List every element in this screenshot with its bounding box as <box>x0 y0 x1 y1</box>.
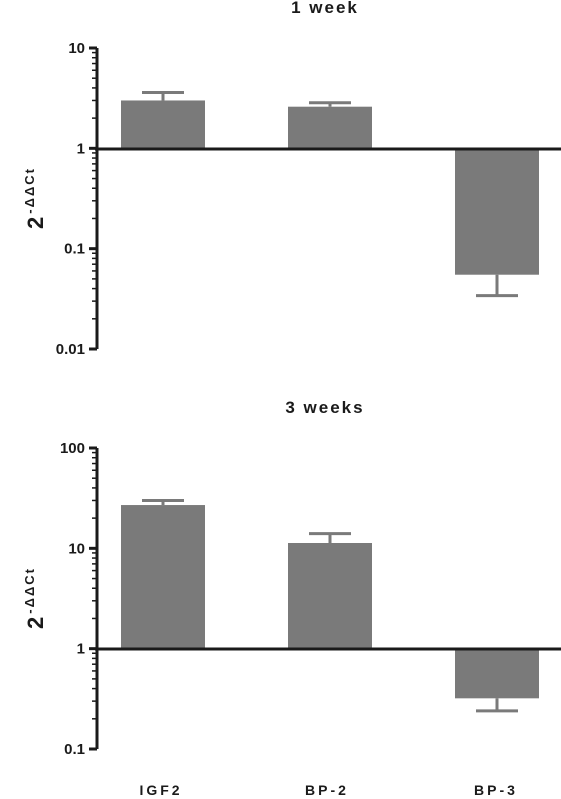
panel-2-ytick-label: 10 <box>68 540 85 557</box>
panel-1-ylabel-exponent: -ΔΔCt <box>22 167 37 214</box>
bar-igf2 <box>121 100 205 149</box>
panel-2-ytick-label: 0.1 <box>64 741 85 758</box>
panel-2-title: 3 weeks <box>285 398 364 417</box>
bar-bp3 <box>455 648 539 699</box>
panel-3weeks: 3 weeks 2-ΔΔCt 100 10 1 0.1 <box>22 398 561 758</box>
panel-1-ytick-label: 0.01 <box>56 341 85 358</box>
panel-1week: 1 week 2-ΔΔCt 10 1 0.1 0.01 <box>22 0 561 358</box>
bar-igf2 <box>121 505 205 649</box>
panel-2-ytick-label: 100 <box>60 440 85 457</box>
category-label-bp3: BP-3 <box>474 782 518 798</box>
panel-2-ylabel: 2-ΔΔCt <box>22 567 48 629</box>
panel-1-ytick-label: 0.1 <box>64 241 85 258</box>
panel-1-title: 1 week <box>291 0 359 17</box>
panel-1-ytick-label: 10 <box>68 40 85 57</box>
bar-bp2 <box>288 543 372 649</box>
panel-1-ytick-label: 1 <box>77 140 85 157</box>
category-label-bp2: BP-2 <box>305 782 349 798</box>
panel-2-ytick-label: 1 <box>77 641 85 658</box>
panel-2-ylabel-exponent: -ΔΔCt <box>22 567 37 614</box>
bar-bp2 <box>288 106 372 149</box>
category-label-igf2: IGF2 <box>139 782 182 798</box>
bar-bp3 <box>455 148 539 275</box>
panel-2-ylabel-base: 2 <box>23 614 48 629</box>
panel-1-ylabel-base: 2 <box>23 214 48 229</box>
panel-1-ylabel: 2-ΔΔCt <box>22 167 48 229</box>
